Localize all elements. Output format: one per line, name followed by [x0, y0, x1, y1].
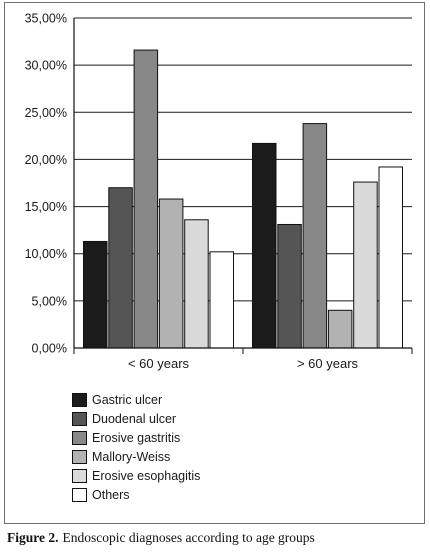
legend-swatch — [72, 449, 87, 464]
bar — [302, 123, 328, 349]
legend-label: Erosive esophagitis — [92, 468, 201, 483]
y-axis-ticks: 0,00% 5,00% 10,00% 15,00% 20,00% 25,00% 30,00%… — [25, 12, 67, 356]
bar — [378, 166, 403, 349]
y-tick-label: 15,00% — [25, 200, 67, 214]
legend-swatch — [72, 392, 87, 407]
legend-item: Gastric ulcer — [72, 390, 200, 409]
legend-item: Erosive gastritis — [72, 428, 200, 447]
bar — [277, 223, 302, 349]
legend-label: Others — [92, 487, 130, 502]
bar — [83, 240, 108, 349]
figure-caption: Figure 2. Endoscopic diagnoses according … — [7, 530, 315, 546]
legend-swatch — [72, 468, 87, 483]
legend-label: Mallory-Weiss — [92, 449, 171, 464]
bar — [353, 181, 378, 349]
bars — [83, 49, 403, 349]
legend-item: Duodenal ulcer — [72, 409, 200, 428]
legend-swatch — [72, 487, 87, 502]
legend: Gastric ulcer Duodenal ulcer Erosive gastr… — [72, 390, 200, 504]
bar — [327, 309, 353, 349]
bar — [158, 198, 184, 349]
y-tick-label: 30,00% — [25, 59, 67, 73]
bar-chart: 0,00% 5,00% 10,00% 15,00% 20,00% 25,00% 30,00%… — [25, 12, 413, 371]
legend-item: Erosive esophagitis — [72, 466, 200, 485]
y-tick-label: 20,00% — [25, 153, 67, 167]
caption-lead: Figure 2. — [7, 530, 59, 545]
bar — [252, 142, 277, 349]
x-category-label: > 60 years — [297, 356, 359, 371]
legend-label: Erosive gastritis — [92, 430, 181, 445]
bar — [133, 49, 159, 349]
legend-label: Gastric ulcer — [92, 392, 163, 407]
legend-swatch — [72, 411, 87, 426]
x-category-label: < 60 years — [128, 356, 190, 371]
legend-item: Others — [72, 485, 200, 504]
legend-item: Mallory-Weiss — [72, 447, 200, 466]
y-tick-label: 35,00% — [25, 12, 67, 26]
caption-text: Endoscopic diagnoses according to age gr… — [62, 530, 315, 545]
y-tick-label: 25,00% — [25, 106, 67, 120]
bar — [209, 251, 234, 349]
legend-label: Duodenal ulcer — [92, 411, 177, 426]
bar — [108, 187, 133, 349]
y-tick-label: 0,00% — [32, 342, 67, 356]
legend-swatch — [72, 430, 87, 445]
y-tick-label: 5,00% — [32, 294, 67, 308]
x-axis-categories: < 60 years > 60 years — [128, 356, 359, 371]
axes — [73, 18, 413, 354]
bar — [184, 219, 209, 349]
y-tick-label: 10,00% — [25, 247, 67, 261]
